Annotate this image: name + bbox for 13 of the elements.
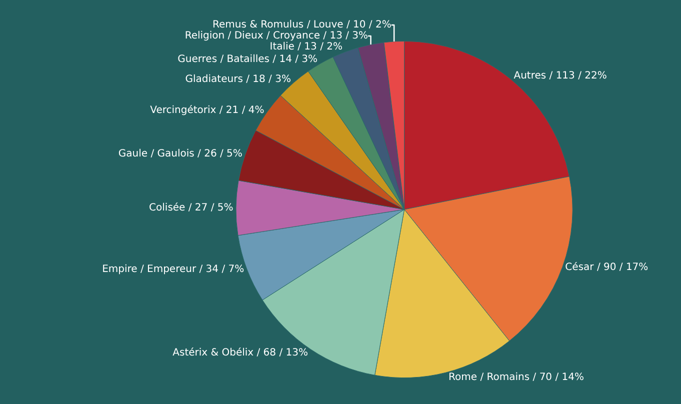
slice-label: Religion / Dieux / Croyance / 13 / 3% bbox=[184, 30, 368, 42]
slice-label: Remus & Romulus / Louve / 10 / 2% bbox=[212, 20, 392, 31]
slice-label: Italie / 13 / 2% bbox=[270, 42, 342, 53]
slice-label: Empire / Empereur / 34 / 7% bbox=[102, 264, 244, 276]
slice-label: Guerres / Batailles / 14 / 3% bbox=[178, 54, 318, 66]
slice-label: César / 90 / 17% bbox=[565, 262, 648, 274]
slice-label: Colisée / 27 / 5% bbox=[149, 202, 234, 214]
slice-label: Astérix & Obélix / 68 / 13% bbox=[172, 348, 308, 359]
slice-label: Rome / Romains / 70 / 14% bbox=[448, 372, 584, 384]
slice-label: Gladiateurs / 18 / 3% bbox=[185, 74, 291, 85]
slice-label: Autres / 113 / 22% bbox=[514, 70, 607, 82]
slice-label: Gaule / Gaulois / 26 / 5% bbox=[118, 148, 242, 160]
slice-label: Vercingétorix / 21 / 4% bbox=[150, 104, 264, 116]
